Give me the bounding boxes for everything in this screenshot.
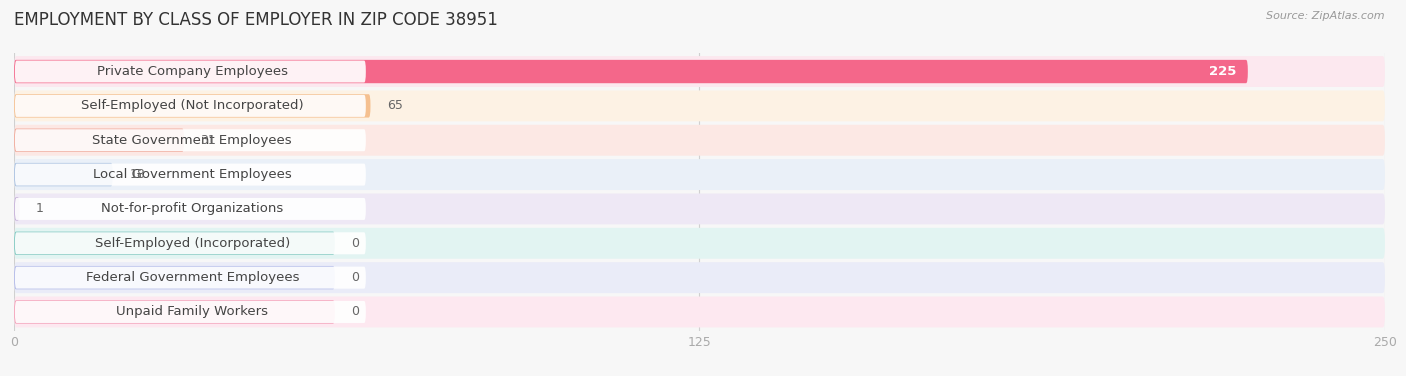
FancyBboxPatch shape (14, 297, 1385, 327)
Text: 31: 31 (201, 134, 217, 147)
FancyBboxPatch shape (15, 267, 366, 289)
Text: Private Company Employees: Private Company Employees (97, 65, 288, 78)
FancyBboxPatch shape (14, 159, 1385, 190)
FancyBboxPatch shape (14, 228, 1385, 259)
Text: Self-Employed (Not Incorporated): Self-Employed (Not Incorporated) (82, 99, 304, 112)
Text: Self-Employed (Incorporated): Self-Employed (Incorporated) (94, 237, 290, 250)
Text: Local Government Employees: Local Government Employees (93, 168, 291, 181)
FancyBboxPatch shape (14, 125, 1385, 156)
FancyBboxPatch shape (15, 301, 366, 323)
Text: State Government Employees: State Government Employees (93, 134, 292, 147)
Text: Source: ZipAtlas.com: Source: ZipAtlas.com (1267, 11, 1385, 21)
Text: 0: 0 (352, 271, 360, 284)
FancyBboxPatch shape (14, 197, 20, 221)
FancyBboxPatch shape (14, 163, 112, 186)
FancyBboxPatch shape (14, 94, 371, 118)
FancyBboxPatch shape (15, 198, 366, 220)
FancyBboxPatch shape (15, 232, 366, 254)
FancyBboxPatch shape (15, 61, 366, 82)
FancyBboxPatch shape (14, 60, 1249, 83)
Text: Unpaid Family Workers: Unpaid Family Workers (117, 305, 269, 318)
Text: EMPLOYMENT BY CLASS OF EMPLOYER IN ZIP CODE 38951: EMPLOYMENT BY CLASS OF EMPLOYER IN ZIP C… (14, 11, 498, 29)
Text: Federal Government Employees: Federal Government Employees (86, 271, 299, 284)
FancyBboxPatch shape (14, 90, 1385, 121)
FancyBboxPatch shape (14, 232, 335, 255)
Text: 0: 0 (352, 237, 360, 250)
Text: Not-for-profit Organizations: Not-for-profit Organizations (101, 202, 284, 215)
FancyBboxPatch shape (15, 164, 366, 186)
FancyBboxPatch shape (14, 194, 1385, 224)
FancyBboxPatch shape (14, 262, 1385, 293)
FancyBboxPatch shape (15, 129, 366, 151)
FancyBboxPatch shape (14, 266, 335, 289)
FancyBboxPatch shape (14, 129, 184, 152)
FancyBboxPatch shape (14, 300, 335, 324)
Text: 18: 18 (129, 168, 145, 181)
Text: 65: 65 (387, 99, 402, 112)
Text: 225: 225 (1209, 65, 1237, 78)
Text: 0: 0 (352, 305, 360, 318)
FancyBboxPatch shape (15, 95, 366, 117)
Text: 1: 1 (37, 202, 44, 215)
FancyBboxPatch shape (14, 56, 1385, 87)
